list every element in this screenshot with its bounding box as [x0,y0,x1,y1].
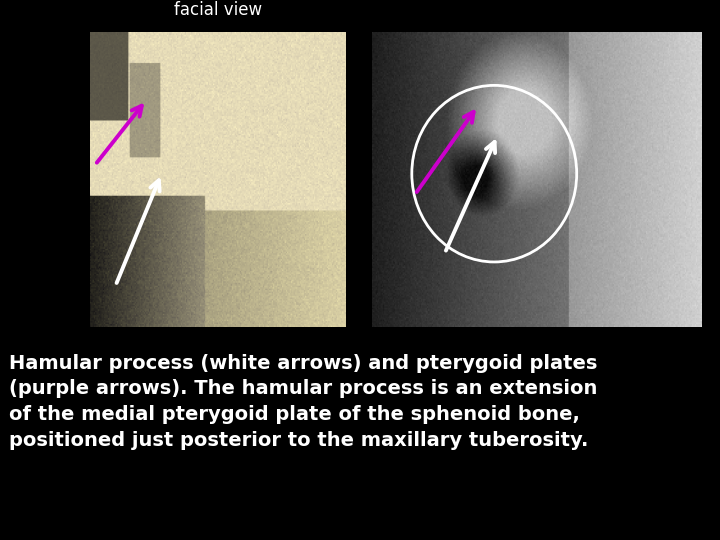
Text: Hamular process (white arrows) and pterygoid plates
(purple arrows). The hamular: Hamular process (white arrows) and ptery… [9,354,597,450]
Text: facial view: facial view [174,1,262,19]
